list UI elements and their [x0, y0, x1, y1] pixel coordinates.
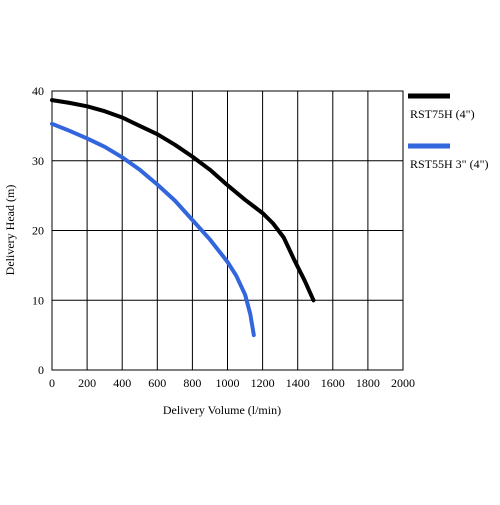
x-tick-label: 1600	[321, 376, 345, 390]
grid	[51, 90, 404, 371]
y-tick-label: 0	[38, 363, 44, 377]
x-tick-label: 0	[49, 376, 55, 390]
legend-label-2: RST55H 3" (4")	[410, 157, 488, 171]
x-tick-label: 1800	[356, 376, 380, 390]
x-tick-label: 1000	[216, 376, 240, 390]
x-tick-label: 800	[183, 376, 201, 390]
axes: 0 200 400 600 800 1000 1200 1400 1600 1800 2000 0 10…	[32, 84, 415, 390]
y-axis-label: Delivery Head (m)	[3, 185, 17, 276]
x-tick-label: 1400	[286, 376, 310, 390]
x-axis-label: Delivery Volume (l/min)	[163, 403, 281, 417]
y-tick-label: 10	[32, 293, 44, 307]
x-tick-label: 600	[148, 376, 166, 390]
legend-label-1: RST75H (4")	[410, 107, 475, 121]
plot-frame	[51, 90, 404, 371]
series-line-2	[50, 121, 256, 338]
y-tick-label: 30	[32, 154, 44, 168]
x-tick-label: 2000	[391, 376, 415, 390]
x-tick-label: 400	[113, 376, 131, 390]
series-line-1	[50, 98, 316, 303]
y-tick-label: 20	[32, 224, 44, 238]
series-lines	[50, 98, 316, 338]
y-tick-label: 40	[32, 84, 44, 98]
x-tick-label: 200	[78, 376, 96, 390]
legend: RST75H (4") RST55H 3" (4")	[408, 93, 488, 171]
x-tick-label: 1200	[251, 376, 275, 390]
